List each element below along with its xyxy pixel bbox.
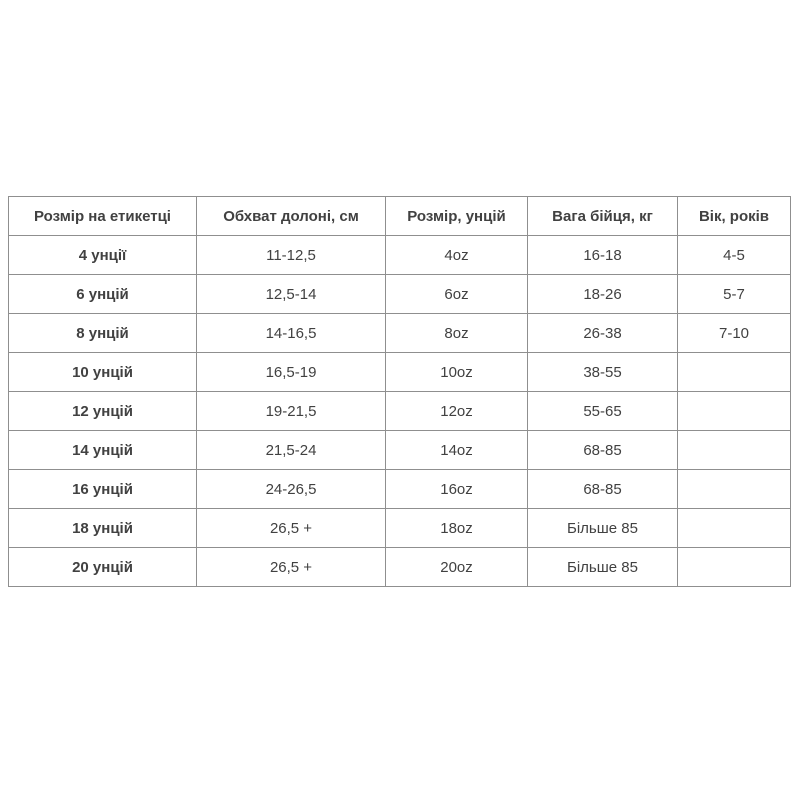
cell-palm-circumference: 21,5-24	[196, 430, 386, 470]
cell-size-oz: 18oz	[385, 508, 528, 548]
cell-age	[677, 469, 791, 509]
cell-size-label: 8 унцій	[8, 313, 197, 353]
cell-fighter-weight: Більше 85	[527, 547, 678, 587]
cell-palm-circumference: 24-26,5	[196, 469, 386, 509]
cell-age: 5-7	[677, 274, 791, 314]
cell-size-oz: 20oz	[385, 547, 528, 587]
table-row: 16 унцій 24-26,5 16oz 68-85	[8, 469, 791, 509]
cell-palm-circumference: 26,5 +	[196, 547, 386, 587]
column-header-fighter-weight: Вага бійця, кг	[527, 196, 678, 236]
cell-age: 7-10	[677, 313, 791, 353]
column-header-age: Вік, років	[677, 196, 791, 236]
table-row: 18 унцій 26,5 + 18oz Більше 85	[8, 508, 791, 548]
cell-fighter-weight: 38-55	[527, 352, 678, 392]
cell-palm-circumference: 14-16,5	[196, 313, 386, 353]
glove-size-table: Розмір на етикетці Обхват долоні, см Роз…	[8, 196, 791, 587]
table-row: 6 унцій 12,5-14 6oz 18-26 5-7	[8, 274, 791, 314]
cell-age	[677, 352, 791, 392]
column-header-palm-circumference: Обхват долоні, см	[196, 196, 386, 236]
cell-palm-circumference: 16,5-19	[196, 352, 386, 392]
cell-palm-circumference: 11-12,5	[196, 235, 386, 275]
cell-size-label: 12 унцій	[8, 391, 197, 431]
cell-size-oz: 4oz	[385, 235, 528, 275]
cell-size-label: 18 унцій	[8, 508, 197, 548]
column-header-size-label: Розмір на етикетці	[8, 196, 197, 236]
table-row: 10 унцій 16,5-19 10oz 38-55	[8, 352, 791, 392]
table-header-row: Розмір на етикетці Обхват долоні, см Роз…	[8, 196, 791, 236]
table-row: 14 унцій 21,5-24 14oz 68-85	[8, 430, 791, 470]
table-row: 12 унцій 19-21,5 12oz 55-65	[8, 391, 791, 431]
cell-size-oz: 6oz	[385, 274, 528, 314]
cell-fighter-weight: 68-85	[527, 469, 678, 509]
cell-age	[677, 391, 791, 431]
cell-size-oz: 12oz	[385, 391, 528, 431]
table-row: 4 унції 11-12,5 4oz 16-18 4-5	[8, 235, 791, 275]
cell-size-label: 4 унції	[8, 235, 197, 275]
cell-age	[677, 547, 791, 587]
column-header-size-oz: Розмір, унцій	[385, 196, 528, 236]
cell-fighter-weight: 16-18	[527, 235, 678, 275]
cell-fighter-weight: 55-65	[527, 391, 678, 431]
cell-age: 4-5	[677, 235, 791, 275]
cell-fighter-weight: 68-85	[527, 430, 678, 470]
cell-size-label: 16 унцій	[8, 469, 197, 509]
cell-palm-circumference: 26,5 +	[196, 508, 386, 548]
cell-size-label: 14 унцій	[8, 430, 197, 470]
cell-size-label: 10 унцій	[8, 352, 197, 392]
cell-size-oz: 14oz	[385, 430, 528, 470]
cell-size-oz: 8oz	[385, 313, 528, 353]
cell-size-oz: 16oz	[385, 469, 528, 509]
cell-size-label: 20 унцій	[8, 547, 197, 587]
cell-size-label: 6 унцій	[8, 274, 197, 314]
cell-fighter-weight: Більше 85	[527, 508, 678, 548]
cell-palm-circumference: 12,5-14	[196, 274, 386, 314]
table-row: 20 унцій 26,5 + 20oz Більше 85	[8, 547, 791, 587]
cell-palm-circumference: 19-21,5	[196, 391, 386, 431]
cell-size-oz: 10oz	[385, 352, 528, 392]
cell-fighter-weight: 18-26	[527, 274, 678, 314]
cell-age	[677, 430, 791, 470]
table-row: 8 унцій 14-16,5 8oz 26-38 7-10	[8, 313, 791, 353]
cell-fighter-weight: 26-38	[527, 313, 678, 353]
cell-age	[677, 508, 791, 548]
